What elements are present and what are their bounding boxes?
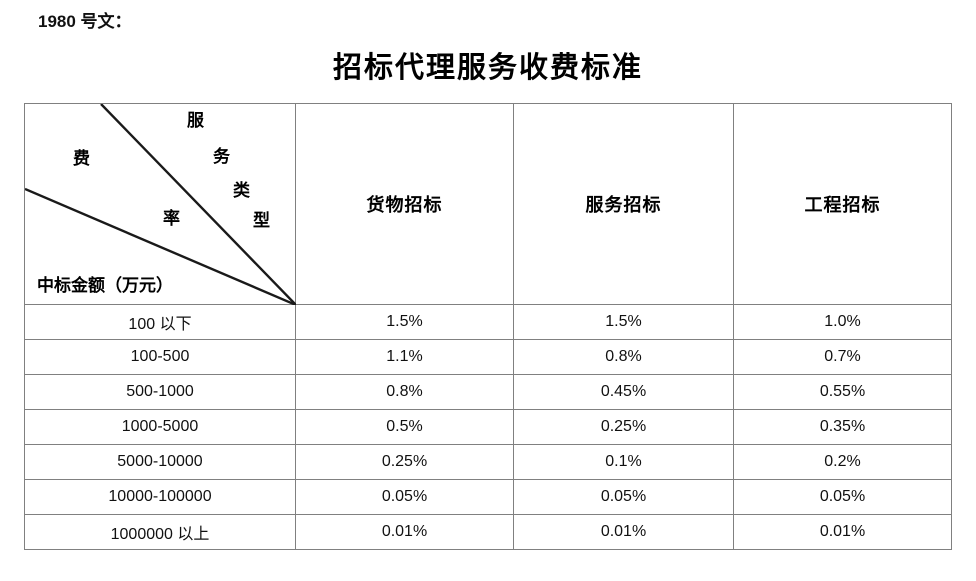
column-header-service: 服务招标 [513,103,734,305]
table-row: 100 以下 1.5% 1.5% 1.0% [24,304,952,340]
amount-cell: 1000-5000 [24,409,296,445]
table-row: 1000000 以上 0.01% 0.01% 0.01% [24,514,952,550]
rate-cell-engineering: 0.55% [733,374,952,410]
page-title: 招标代理服务收费标准 [332,52,643,84]
rate-cell-service: 0.25% [513,409,734,445]
amount-cell: 100 以下 [24,304,296,340]
rate-cell-goods: 0.8% [295,374,514,410]
table-row: 100-500 1.1% 0.8% 0.7% [24,339,952,375]
rate-cell-goods: 0.5% [295,409,514,445]
rate-cell-goods: 0.05% [295,479,514,515]
corner-label-service-char2: 务 [213,147,230,166]
corner-label-service-char1: 服 [187,111,204,130]
rate-cell-goods: 0.25% [295,444,514,480]
table-row: 1000-5000 0.5% 0.25% 0.35% [24,409,952,445]
rate-cell-service: 0.01% [513,514,734,550]
column-header-engineering: 工程招标 [733,103,952,305]
rate-cell-service: 0.45% [513,374,734,410]
rate-cell-engineering: 1.0% [733,304,952,340]
diagonal-corner-cell: 服 务 类 型 费 率 中标金额（万元） [24,103,296,305]
corner-amount-axis-label: 中标金额（万元） [37,276,173,295]
amount-cell: 5000-10000 [24,444,296,480]
amount-cell: 100-500 [24,339,296,375]
rate-cell-service: 0.05% [513,479,734,515]
rate-cell-service: 1.5% [513,304,734,340]
rate-cell-goods: 1.1% [295,339,514,375]
table-row: 10000-100000 0.05% 0.05% 0.05% [24,479,952,515]
corner-label-service-char4: 型 [253,211,270,230]
amount-cell: 10000-100000 [24,479,296,515]
table-row: 5000-10000 0.25% 0.1% 0.2% [24,444,952,480]
amount-cell: 1000000 以上 [24,514,296,550]
rate-cell-engineering: 0.7% [733,339,952,375]
rate-cell-service: 0.1% [513,444,734,480]
rate-cell-engineering: 0.2% [733,444,952,480]
rate-cell-engineering: 0.35% [733,409,952,445]
rate-cell-engineering: 0.05% [733,479,952,515]
corner-label-rate-char: 率 [163,209,180,228]
rate-cell-engineering: 0.01% [733,514,952,550]
corner-label-fee-char: 费 [73,149,90,168]
diagonal-lines-icon [25,104,296,305]
table-row: 500-1000 0.8% 0.45% 0.55% [24,374,952,410]
rate-cell-goods: 0.01% [295,514,514,550]
fee-standard-table: 服 务 类 型 费 率 中标金额（万元） 货物招标 服务招标 工程招标 100 … [24,103,952,550]
table-header-row: 服 务 类 型 费 率 中标金额（万元） 货物招标 服务招标 工程招标 [24,103,952,305]
corner-label-service-char3: 类 [233,181,250,200]
column-header-goods: 货物招标 [295,103,514,305]
amount-cell: 500-1000 [24,374,296,410]
doc-ref: 1980 号文： [38,12,132,31]
rate-cell-service: 0.8% [513,339,734,375]
rate-cell-goods: 1.5% [295,304,514,340]
